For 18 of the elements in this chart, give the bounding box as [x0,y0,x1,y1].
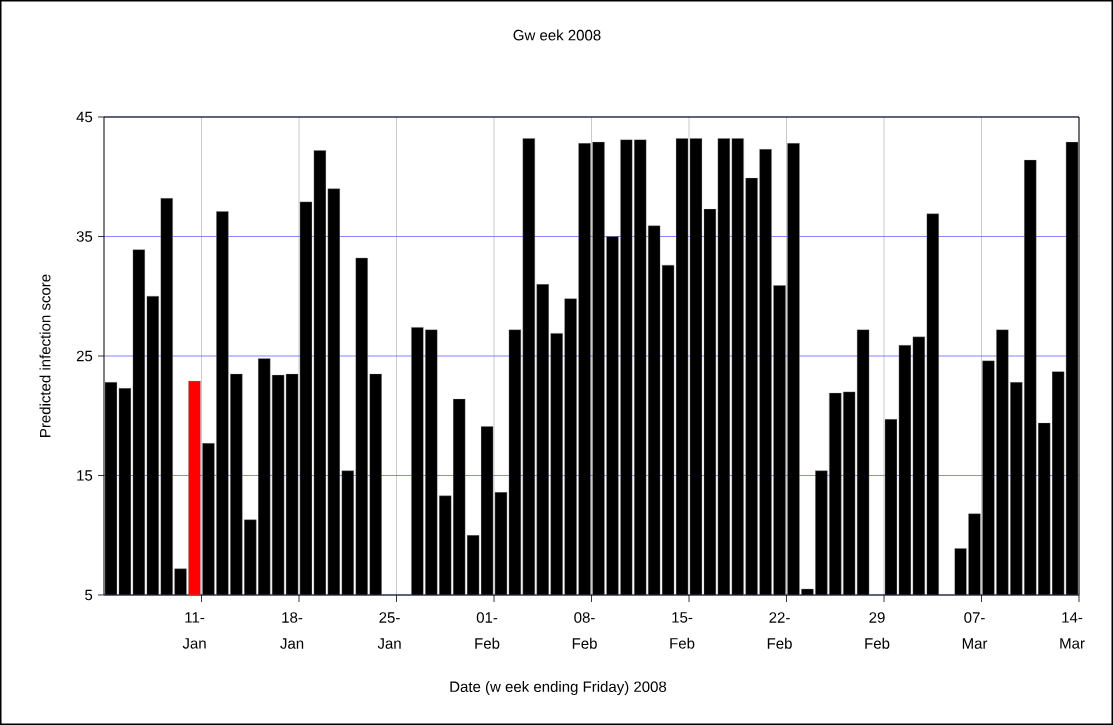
x-axis-title: Date (w eek ending Friday) 2008 [450,680,667,695]
x-tick-label: 25-Jan [377,612,401,649]
x-tick-label: 11-Jan [182,612,206,649]
y-tick-label: 15 [77,470,93,481]
x-tick-label: 29 Feb [865,612,890,649]
x-tick-label: 18-Jan [280,612,304,649]
x-tick-label: 07-Mar [962,612,988,649]
chart-title: Gw eek 2008 [513,29,601,41]
y-tick-label: 25 [76,350,93,362]
y-tick-label: 5 [85,589,93,601]
x-tick-label: 15-Feb [670,612,695,649]
y-tick-label: 45 [76,111,93,123]
y-axis-title: Predicted infection score [39,274,51,437]
y-tick-label: 35 [76,231,93,242]
x-tick-label: 01-Feb [475,612,500,649]
x-tick-label: 08-Feb [572,612,597,649]
x-tick-label: 22-Feb [767,612,792,649]
x-tick-label: 14-Mar [1060,612,1085,649]
